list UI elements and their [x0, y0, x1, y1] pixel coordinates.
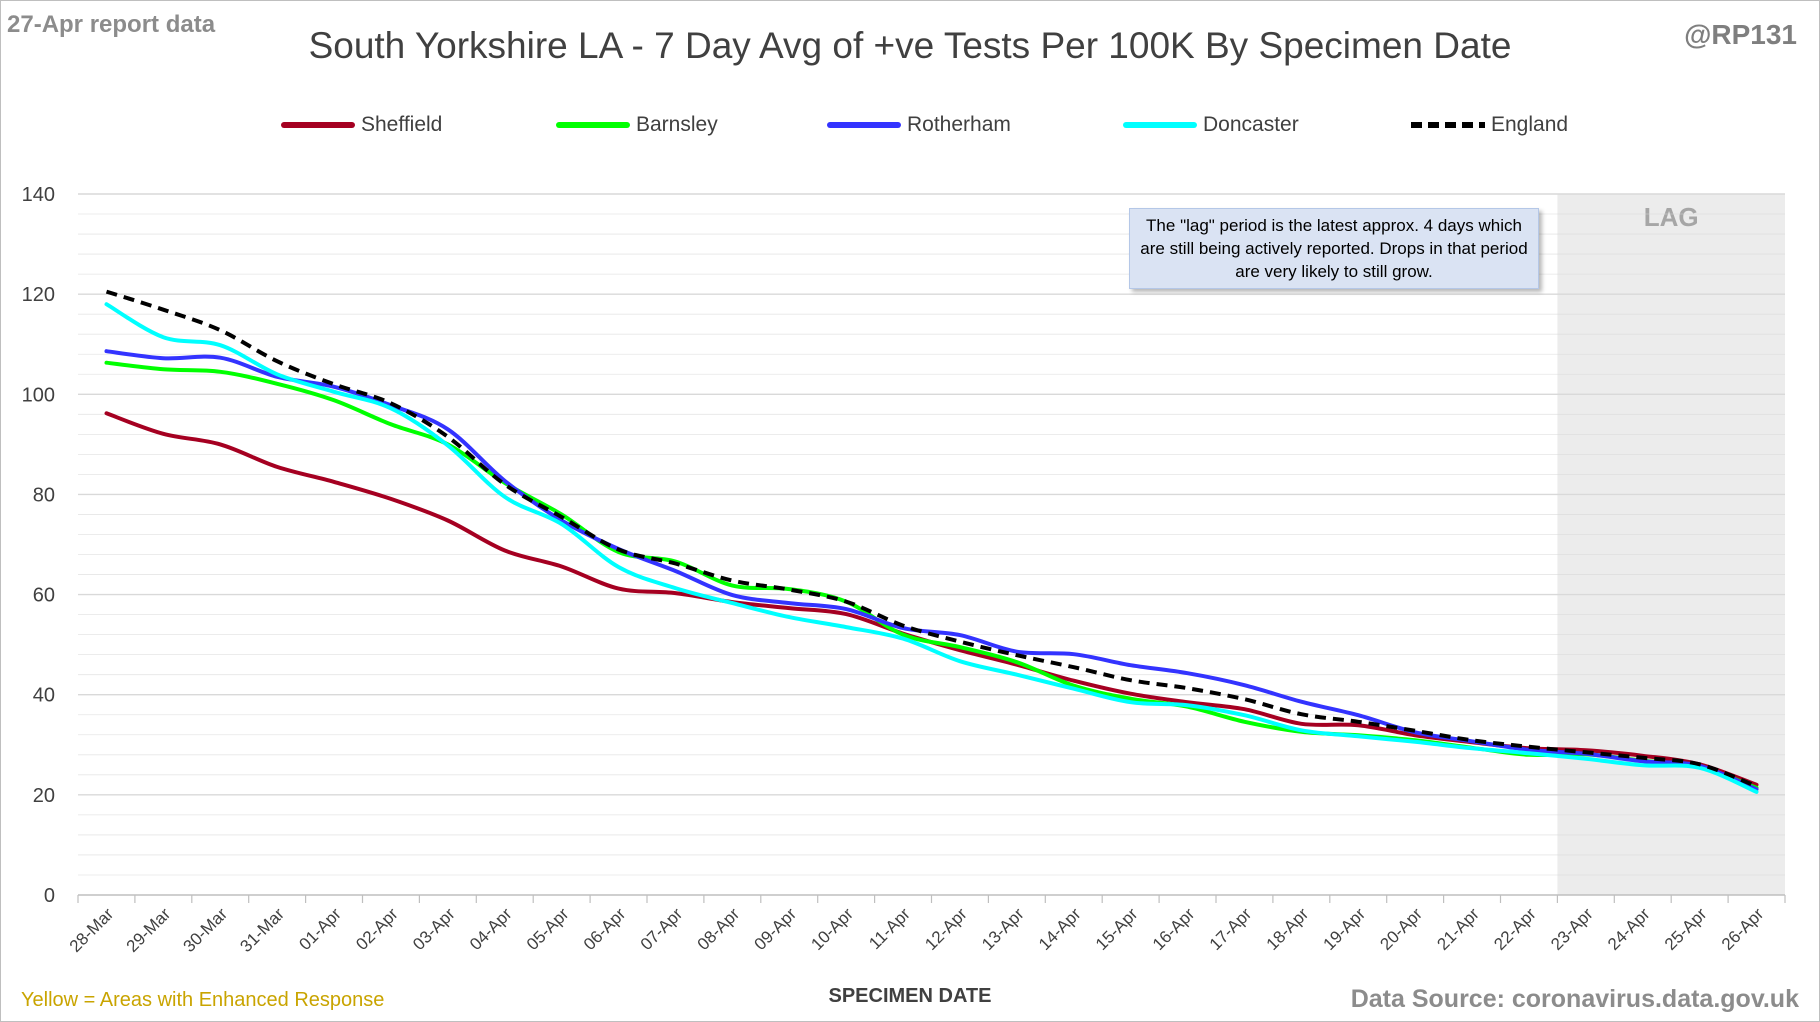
legend-item-england: England: [1411, 113, 1568, 137]
x-tick-label: 29-Mar: [123, 904, 175, 956]
x-tick-label: 06-Apr: [580, 904, 630, 954]
x-tick-label: 17-Apr: [1206, 904, 1256, 954]
x-tick-label: 22-Apr: [1490, 904, 1540, 954]
chart-title: South Yorkshire LA - 7 Day Avg of +ve Te…: [308, 25, 1512, 66]
x-tick-label: 07-Apr: [637, 904, 687, 954]
x-tick-label: 04-Apr: [466, 904, 516, 954]
series-line-barnsley: [104, 360, 1759, 790]
y-tick-label: 0: [44, 885, 55, 907]
legend-label: Sheffield: [361, 113, 443, 136]
legend-label: Barnsley: [636, 113, 718, 136]
x-tick-label: 18-Apr: [1263, 904, 1313, 954]
legend: Sheffield Barnsley Rotherham Doncaster Engla…: [1, 113, 1819, 143]
legend-item-sheffield: Sheffield: [281, 113, 442, 137]
x-tick-label: 20-Apr: [1376, 904, 1426, 954]
legend-item-rotherham: Rotherham: [827, 113, 1011, 137]
x-tick-label: 19-Apr: [1320, 904, 1370, 954]
author-handle: @RP131: [1684, 19, 1797, 50]
legend-swatch: [1411, 122, 1485, 128]
x-tick-label: 15-Apr: [1092, 904, 1142, 954]
series-line-sheffield: [104, 411, 1759, 787]
legend-label: England: [1491, 113, 1569, 136]
data-source: Data Source: coronavirus.data.gov.uk: [1350, 985, 1799, 1013]
x-axis-title: SPECIMEN DATE: [828, 985, 992, 1007]
x-tick-label: 28-Mar: [66, 904, 118, 956]
enhanced-response-note: Yellow = Areas with Enhanced Response: [21, 989, 385, 1011]
lag-label: LAG: [1644, 202, 1699, 232]
legend-swatch: [281, 122, 355, 128]
x-tick-label: 02-Apr: [352, 904, 402, 954]
y-tick-label: 120: [22, 284, 55, 306]
x-tick-label: 30-Mar: [180, 904, 232, 956]
x-tick-label: 03-Apr: [409, 904, 459, 954]
y-tick-label: 60: [33, 585, 55, 607]
x-tick-label: 12-Apr: [921, 904, 971, 954]
x-tick-label: 08-Apr: [694, 904, 744, 954]
series-line-doncaster: [104, 302, 1759, 794]
y-tick-label: 80: [33, 484, 55, 506]
series-line-england: [105, 289, 1758, 789]
legend-label: Doncaster: [1203, 113, 1299, 136]
x-tick-label: 24-Apr: [1604, 904, 1654, 954]
lag-annotation: The "lag" period is the latest approx. 4…: [1129, 208, 1539, 289]
x-tick-label: 25-Apr: [1661, 904, 1711, 954]
y-tick-label: 100: [22, 384, 55, 406]
x-tick-label: 16-Apr: [1149, 904, 1199, 954]
legend-item-barnsley: Barnsley: [556, 113, 718, 137]
x-tick-label: 09-Apr: [751, 904, 801, 954]
legend-swatch: [827, 122, 901, 128]
legend-item-doncaster: Doncaster: [1123, 113, 1299, 137]
legend-swatch: [556, 122, 630, 128]
lag-region: [1557, 194, 1785, 895]
x-tick-label: 26-Apr: [1718, 904, 1768, 954]
y-tick-label: 40: [33, 685, 55, 707]
x-tick-label: 05-Apr: [523, 904, 573, 954]
x-tick-label: 11-Apr: [865, 904, 914, 953]
x-tick-label: 21-Apr: [1433, 904, 1483, 954]
x-tick-label: 10-Apr: [807, 904, 857, 954]
x-tick-label: 01-Apr: [295, 904, 345, 954]
x-tick-label: 23-Apr: [1547, 904, 1597, 954]
legend-swatch: [1123, 122, 1197, 128]
y-tick-label: 20: [33, 785, 55, 807]
series-line-rotherham: [104, 349, 1759, 792]
x-tick-label: 31-Mar: [236, 904, 288, 956]
legend-label: Rotherham: [907, 113, 1011, 136]
y-tick-label: 140: [22, 184, 55, 206]
report-date-label: 27-Apr report data: [7, 11, 216, 38]
x-tick-label: 13-Apr: [978, 904, 1028, 954]
x-tick-label: 14-Apr: [1035, 904, 1085, 954]
